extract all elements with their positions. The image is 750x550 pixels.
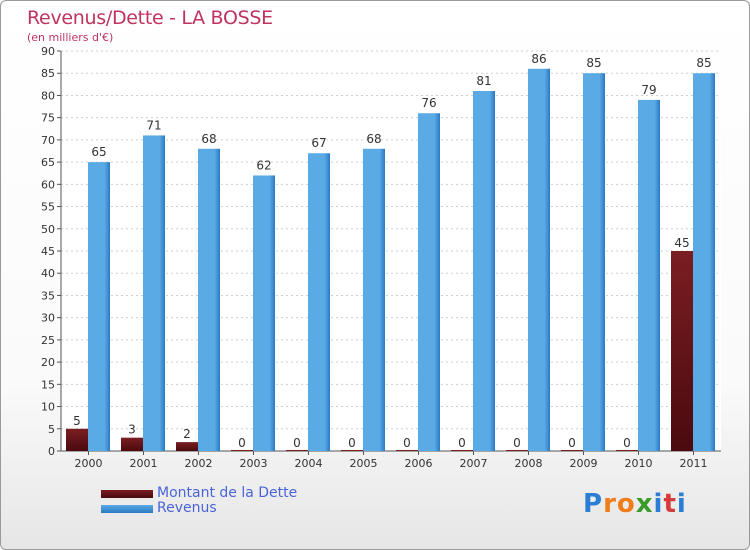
y-tick-label: 15 (41, 378, 55, 391)
revenue-value-label: 67 (311, 136, 326, 150)
y-tick-label: 25 (41, 334, 55, 347)
debt-value-label: 0 (403, 436, 411, 450)
debt-bar (176, 442, 198, 451)
revenue-bar (583, 73, 605, 451)
debt-bar (231, 450, 253, 451)
logo-letter: P (583, 489, 604, 519)
logo-letter: t (663, 489, 677, 519)
revenue-bar (198, 148, 220, 451)
debt-value-label: 0 (293, 436, 301, 450)
legend-swatch-debt (101, 490, 153, 498)
y-tick-label: 55 (41, 201, 55, 214)
chart-subtitle: (en milliers d'€) (27, 31, 114, 44)
revenue-value-label: 68 (366, 132, 381, 146)
revenue-bar (638, 99, 660, 451)
debt-value-label: 0 (513, 436, 521, 450)
y-tick-label: 10 (41, 401, 55, 414)
revenue-value-label: 65 (91, 145, 106, 159)
revenue-bar (88, 162, 110, 451)
debt-bar (451, 450, 473, 451)
y-tick-label: 70 (41, 134, 55, 147)
x-tick-label: 2006 (405, 457, 433, 470)
logo-letter: i (653, 489, 664, 519)
revenue-value-label: 68 (201, 132, 216, 146)
debt-value-label: 0 (238, 436, 246, 450)
y-tick-label: 85 (41, 67, 55, 80)
y-tick-label: 90 (41, 45, 55, 58)
y-tick-label: 65 (41, 156, 55, 169)
legend-label-revenue: Revenus (157, 500, 217, 516)
y-tick-label: 75 (41, 112, 55, 125)
revenue-value-label: 85 (586, 56, 601, 70)
debt-value-label: 2 (183, 427, 191, 441)
revenue-bar (308, 153, 330, 451)
revenue-value-label: 81 (476, 74, 491, 88)
revenue-bar (693, 73, 715, 451)
revenue-bar (473, 91, 495, 451)
debt-bar (396, 450, 418, 451)
revenue-bar (528, 68, 550, 452)
x-tick-label: 2002 (185, 457, 213, 470)
x-tick-label: 2000 (75, 457, 103, 470)
logo-letter: i (676, 489, 687, 519)
y-tick-label: 60 (41, 178, 55, 191)
revenue-bar (363, 148, 385, 451)
debt-value-label: 0 (348, 436, 356, 450)
revenue-value-label: 71 (146, 118, 161, 132)
revenue-value-label: 62 (256, 158, 271, 172)
debt-bar (671, 251, 693, 451)
logo-letter: x (635, 489, 654, 519)
debt-bar (616, 450, 638, 451)
x-tick-label: 2003 (240, 457, 268, 470)
y-tick-label: 30 (41, 312, 55, 325)
y-tick-label: 45 (41, 245, 55, 258)
y-tick-label: 80 (41, 89, 55, 102)
logo-letter: o (616, 489, 636, 519)
x-tick-label: 2010 (625, 457, 653, 470)
debt-value-label: 45 (674, 236, 689, 250)
logo-letter: r (603, 489, 617, 519)
revenue-value-label: 79 (641, 83, 656, 97)
debt-bar (506, 450, 528, 451)
y-tick-label: 20 (41, 356, 55, 369)
y-tick-label: 40 (41, 267, 55, 280)
y-tick-label: 35 (41, 289, 55, 302)
x-tick-label: 2005 (350, 457, 378, 470)
debt-bar (341, 450, 363, 451)
debt-bar (66, 428, 88, 451)
debt-value-label: 0 (568, 436, 576, 450)
debt-value-label: 0 (458, 436, 466, 450)
y-tick-label: 5 (48, 423, 55, 436)
debt-value-label: 5 (73, 414, 81, 428)
revenue-bar (143, 135, 165, 451)
x-tick-label: 2007 (460, 457, 488, 470)
y-tick-label: 0 (48, 445, 55, 458)
revenue-value-label: 85 (696, 56, 711, 70)
debt-bar (561, 450, 583, 451)
legend-label-debt: Montant de la Dette (157, 485, 298, 501)
revenue-value-label: 86 (531, 52, 546, 66)
debt-bar (286, 450, 308, 451)
legend-swatch-revenue (101, 505, 153, 513)
debt-value-label: 0 (623, 436, 631, 450)
revenue-value-label: 76 (421, 96, 436, 110)
y-tick-label: 50 (41, 223, 55, 236)
proxiti-logo: Proxiti (583, 489, 687, 519)
x-tick-label: 2009 (570, 457, 598, 470)
x-tick-label: 2004 (295, 457, 323, 470)
x-tick-label: 2001 (130, 457, 158, 470)
revenue-bar (418, 113, 440, 451)
revenue-bar (253, 175, 275, 451)
debt-bar (121, 437, 143, 451)
x-tick-label: 2008 (515, 457, 543, 470)
x-tick-label: 2011 (680, 457, 708, 470)
debt-value-label: 3 (128, 423, 136, 437)
chart-title: Revenus/Dette - LA BOSSE (27, 7, 273, 29)
